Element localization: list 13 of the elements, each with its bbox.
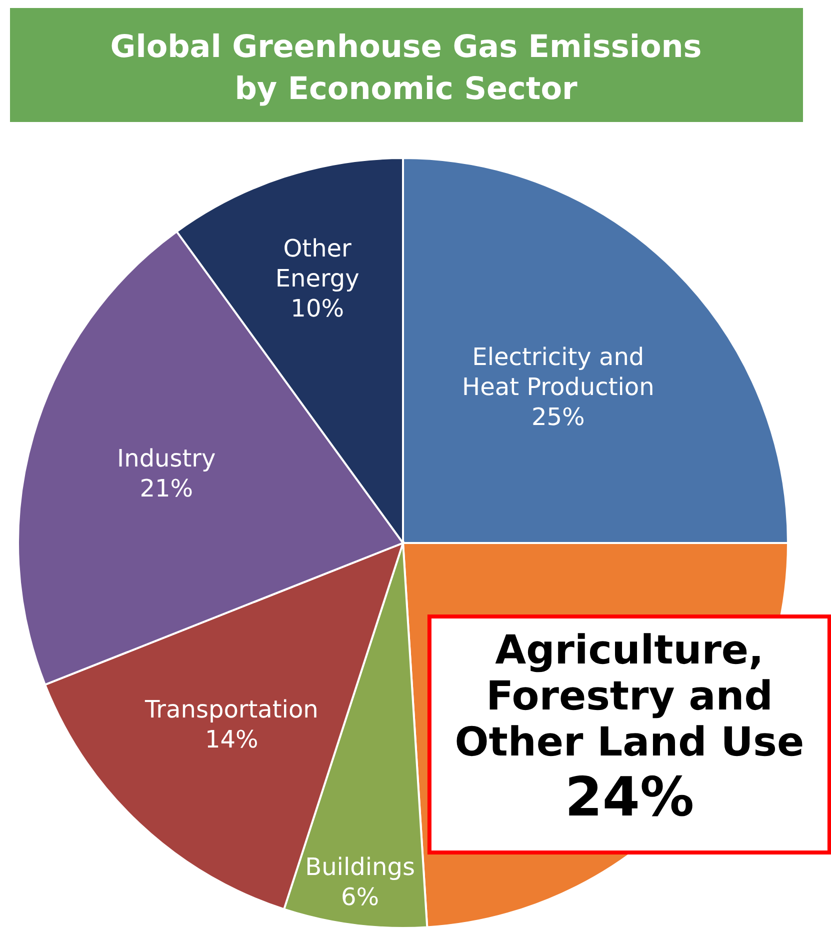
data-label: 6% — [341, 882, 380, 911]
slice-label: Electricity and Heat Production — [462, 342, 654, 401]
slice-label: Transportation — [144, 695, 318, 724]
data-label: 14% — [205, 725, 258, 754]
slice-label: Buildings — [305, 852, 415, 881]
data-label: 21% — [140, 474, 194, 502]
slice-label: Industry — [117, 444, 216, 472]
data-label: 10% — [290, 294, 344, 322]
slice-label: Agriculture, Forestry and Other Land Use — [454, 627, 804, 766]
data-label: 24% — [564, 765, 694, 828]
chart-title: Global Greenhouse Gas Emissions by Economic Sector — [110, 29, 702, 107]
slice-label: Other Energy — [275, 234, 360, 292]
data-label: 25% — [532, 402, 585, 431]
